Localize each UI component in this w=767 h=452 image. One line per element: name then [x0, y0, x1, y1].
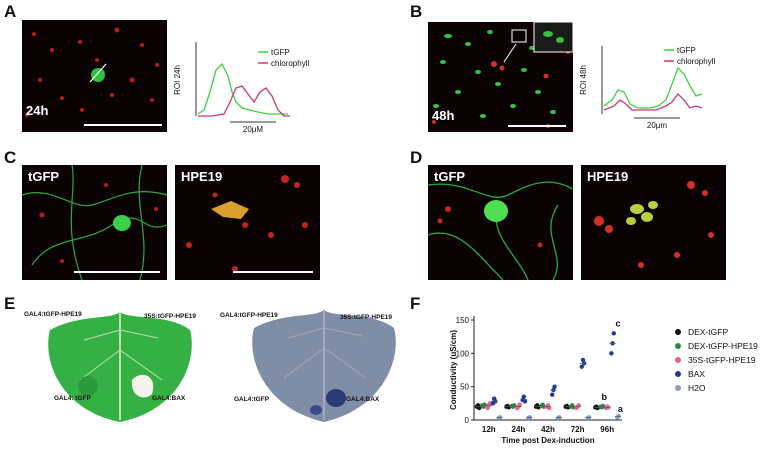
scale-bar-b [508, 125, 566, 127]
legend-b-chlorophyll: chlorophyll [677, 57, 715, 66]
data-point-bax [609, 351, 614, 356]
legend-entry: H2O [688, 383, 706, 393]
profile-b-chlorophyll-line [603, 93, 703, 111]
panel-label-b: B [410, 2, 423, 21]
panel-label-d: D [410, 148, 423, 167]
y-axis-label: Conductivity (uS/cm) [449, 330, 458, 410]
significance-letter: c [615, 319, 620, 329]
leaf1-label-bottom-right: GAL4:BAX [152, 395, 186, 402]
time-label-a: 24h [26, 103, 49, 118]
data-point-bax [579, 364, 584, 369]
legend-entry: 35S-tGFP-HPE19 [688, 355, 756, 365]
profile-b-scale-label: 20μm [647, 121, 668, 130]
leaf2-label-top-left: GAL4:tGFP-HPE19 [220, 312, 278, 319]
time-label-b: 48h [432, 108, 455, 123]
profile-plot-a: ROI 24h 20μM [173, 42, 290, 134]
legend-marker [675, 385, 681, 391]
profile-a-axis-label: ROI 24h [173, 65, 182, 95]
leaf-image-2 [252, 310, 396, 422]
x-tick-label: 12h [482, 425, 496, 434]
data-point-bax [521, 394, 526, 399]
data-point-bax [580, 357, 586, 363]
micrograph-b-art [432, 22, 573, 128]
scale-bar-a [84, 124, 162, 126]
legend-a-chlorophyll: chlorophyll [271, 59, 309, 68]
data-point-dex-tgfp-hpe19 [482, 402, 487, 407]
x-tick-label: 72h [571, 425, 585, 434]
legend-a: tGFP chlorophyll [258, 48, 309, 68]
leaf1-label-top-right: 35S:tGFP-HPE19 [144, 313, 197, 320]
y-tick-label: 150 [456, 316, 470, 325]
micrograph-a-art [25, 27, 159, 117]
panel-label-a: A [4, 2, 17, 21]
panel-label-c: C [4, 148, 17, 167]
legend-marker [675, 343, 681, 349]
data-point-h2o [616, 413, 621, 419]
profile-a-scale-label: 20μM [243, 125, 264, 134]
leaf2-label-top-right: 35S:tGFP-HPE19 [340, 314, 393, 321]
y-tick-label: 100 [456, 349, 470, 358]
d-right-label: HPE19 [587, 169, 629, 184]
micrograph-c-hpe19: HPE19 [175, 165, 320, 280]
c-left-label: tGFP [28, 169, 60, 184]
profile-b-axis-label: ROI 48h [579, 65, 588, 95]
data-point-bax [552, 384, 557, 389]
profile-a-tgfp-line [197, 62, 288, 115]
micrograph-c-hpe19-art [186, 175, 308, 272]
x-tick-label: 42h [541, 425, 555, 434]
panel-label-f: F [410, 294, 421, 313]
legend-a-tgfp: tGFP [271, 48, 290, 57]
conductivity-chart: 0 50 100 150 12h 24h 42h 72h 96h Time post Dex-in… [449, 316, 758, 445]
micrograph-a: 24h [22, 20, 167, 132]
micrograph-d-tgfp: tGFP [428, 165, 573, 280]
profile-a-chlorophyll-line [198, 85, 290, 117]
legend-entry: BAX [688, 369, 705, 379]
legend-marker [675, 371, 681, 377]
significance-letter: a [618, 404, 624, 414]
micrograph-d-tgfp-art [428, 181, 573, 280]
profile-b-tgfp-line [603, 66, 703, 109]
legend-b: tGFP chlorophyll [664, 46, 715, 66]
data-point-bax [550, 392, 555, 397]
micrograph-d-hpe19-art [594, 181, 714, 268]
profile-plot-b: ROI 48h 20μm [579, 46, 703, 130]
data-point-bax [522, 399, 528, 404]
data-point-bax [611, 331, 616, 336]
scale-bar-c2 [233, 271, 313, 273]
y-tick-label: 0 [465, 416, 470, 425]
x-axis-label: Time post Dex-induction [501, 436, 594, 445]
scale-bar-c [74, 271, 160, 273]
micrograph-c-tgfp-art [22, 165, 167, 280]
leaf-image-1 [48, 312, 192, 422]
legend-entry: DEX-tGFP [688, 327, 728, 337]
legend-entry: DEX-tGFP-HPE19 [688, 341, 758, 351]
legend-b-tgfp: tGFP [677, 46, 696, 55]
micrograph-d-hpe19: HPE19 [581, 165, 726, 280]
micrograph-b: 48h [428, 22, 573, 132]
micrograph-c-tgfp: tGFP [22, 165, 167, 280]
leaf2-label-bottom-left: GAL4:tGFP [234, 396, 270, 403]
significance-letter: b [601, 392, 607, 402]
legend-marker [675, 357, 681, 363]
d-left-label: tGFP [434, 169, 466, 184]
c-right-label: HPE19 [181, 169, 223, 184]
leaf1-label-bottom-left: GAL4: tGFP [54, 395, 91, 402]
data-point-bax [551, 387, 556, 393]
panel-label-e: E [4, 294, 16, 313]
data-point-35s-tgfp-hpe19 [517, 402, 522, 407]
leaf1-label-top-left: GAL4:tGFP-HPE19 [24, 311, 82, 318]
x-tick-label: 24h [512, 425, 526, 434]
y-tick-label: 50 [460, 383, 469, 392]
leaf2-label-bottom-right: GAL4:BAX [346, 396, 380, 403]
legend-marker [675, 329, 681, 335]
x-tick-label: 96h [600, 425, 614, 434]
